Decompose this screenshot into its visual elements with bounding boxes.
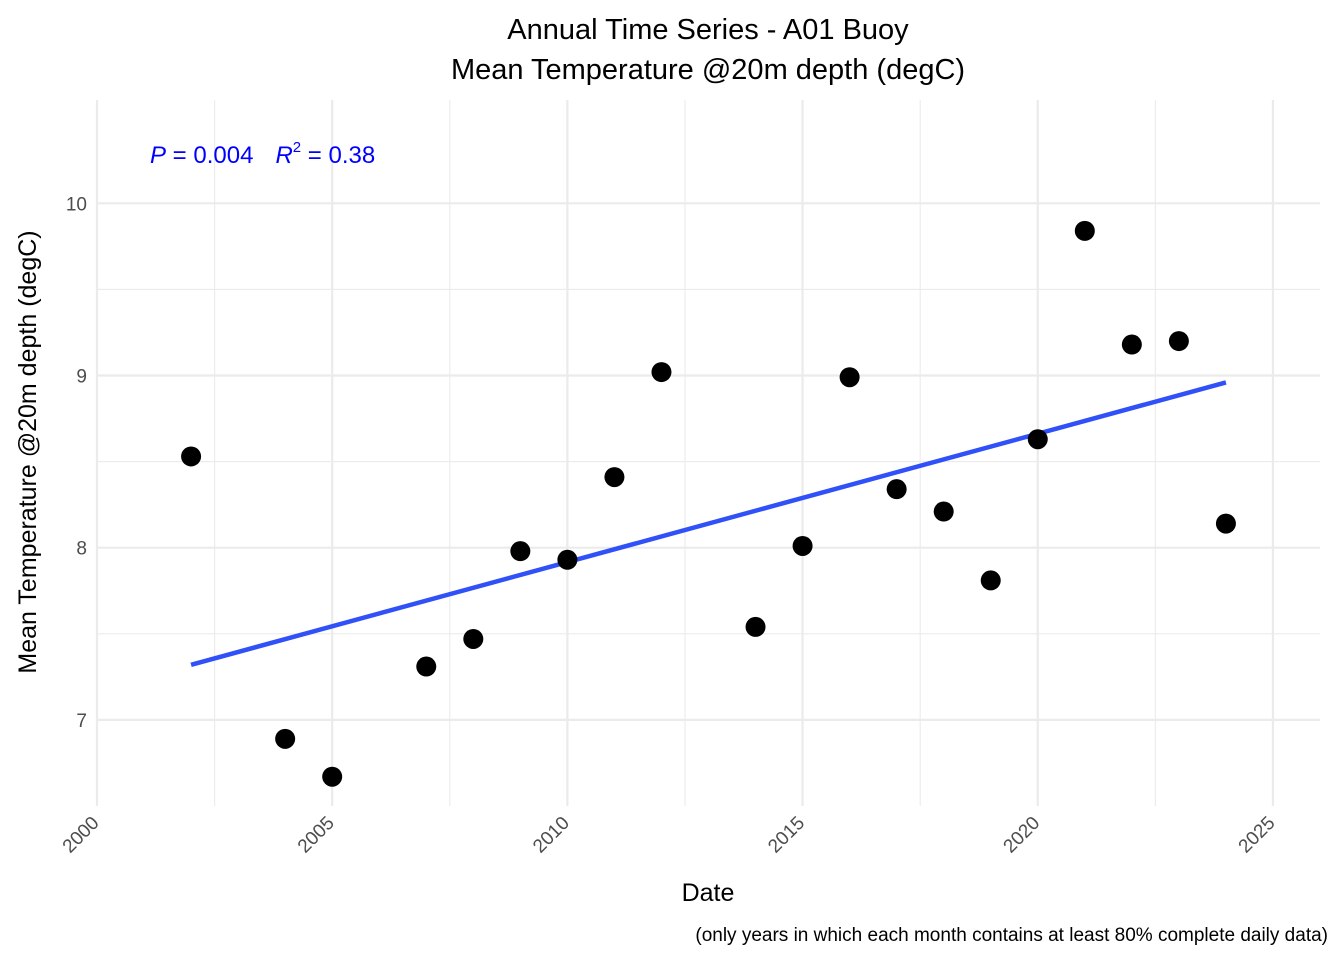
data-points xyxy=(181,220,1236,787)
grid xyxy=(95,100,1320,806)
y-tick-label: 8 xyxy=(76,539,87,560)
x-axis-ticks: 2000 2005 2010 2015 2020 2025 xyxy=(59,813,1280,858)
x-axis-title: Date xyxy=(682,879,735,907)
data-point xyxy=(933,501,954,522)
chart-caption: (only years in which each month contains… xyxy=(695,925,1328,946)
y-axis-title: Mean Temperature @20m depth (degC) xyxy=(14,230,42,673)
data-point xyxy=(181,446,202,467)
x-tick-label: 2020 xyxy=(1000,813,1045,858)
data-point xyxy=(1074,220,1095,241)
data-point xyxy=(416,656,437,677)
y-tick-label: 10 xyxy=(66,194,87,215)
data-point xyxy=(1027,429,1048,450)
data-point xyxy=(980,570,1001,591)
y-axis-ticks: 7 8 9 10 xyxy=(66,194,87,732)
data-point xyxy=(275,728,296,749)
r-value: = 0.38 xyxy=(301,142,375,169)
p-label: P xyxy=(150,142,166,169)
data-point xyxy=(604,467,625,488)
x-tick-label: 2025 xyxy=(1235,813,1280,858)
x-tick-label: 2005 xyxy=(294,813,339,858)
data-point xyxy=(322,766,343,787)
data-point xyxy=(1168,331,1189,352)
data-point xyxy=(1215,513,1236,534)
x-tick-label: 2015 xyxy=(764,813,809,858)
data-point xyxy=(651,362,672,383)
data-point xyxy=(557,549,578,570)
r-label: R xyxy=(275,142,292,169)
data-point xyxy=(745,616,766,637)
p-value: = 0.004 xyxy=(166,142,253,169)
x-tick-label: 2000 xyxy=(59,813,104,858)
r-superscript: 2 xyxy=(293,139,301,156)
data-point xyxy=(1121,334,1142,355)
data-point xyxy=(463,628,484,649)
stats-annotation: P = 0.004 R2 = 0.38 xyxy=(150,139,375,169)
data-point xyxy=(510,541,531,562)
trend-line xyxy=(190,380,1227,667)
data-point xyxy=(886,479,907,500)
data-point xyxy=(839,367,860,388)
chart-subtitle: Mean Temperature @20m depth (degC) xyxy=(451,54,965,86)
data-point xyxy=(792,535,813,556)
y-tick-label: 9 xyxy=(76,367,87,388)
chart-title: Annual Time Series - A01 Buoy xyxy=(507,14,909,46)
x-tick-label: 2010 xyxy=(529,813,574,858)
y-tick-label: 7 xyxy=(76,711,87,732)
